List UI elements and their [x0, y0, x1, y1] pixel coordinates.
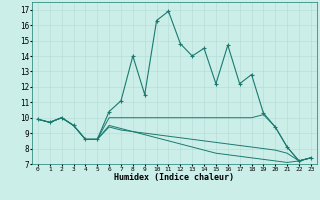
X-axis label: Humidex (Indice chaleur): Humidex (Indice chaleur)	[115, 173, 234, 182]
